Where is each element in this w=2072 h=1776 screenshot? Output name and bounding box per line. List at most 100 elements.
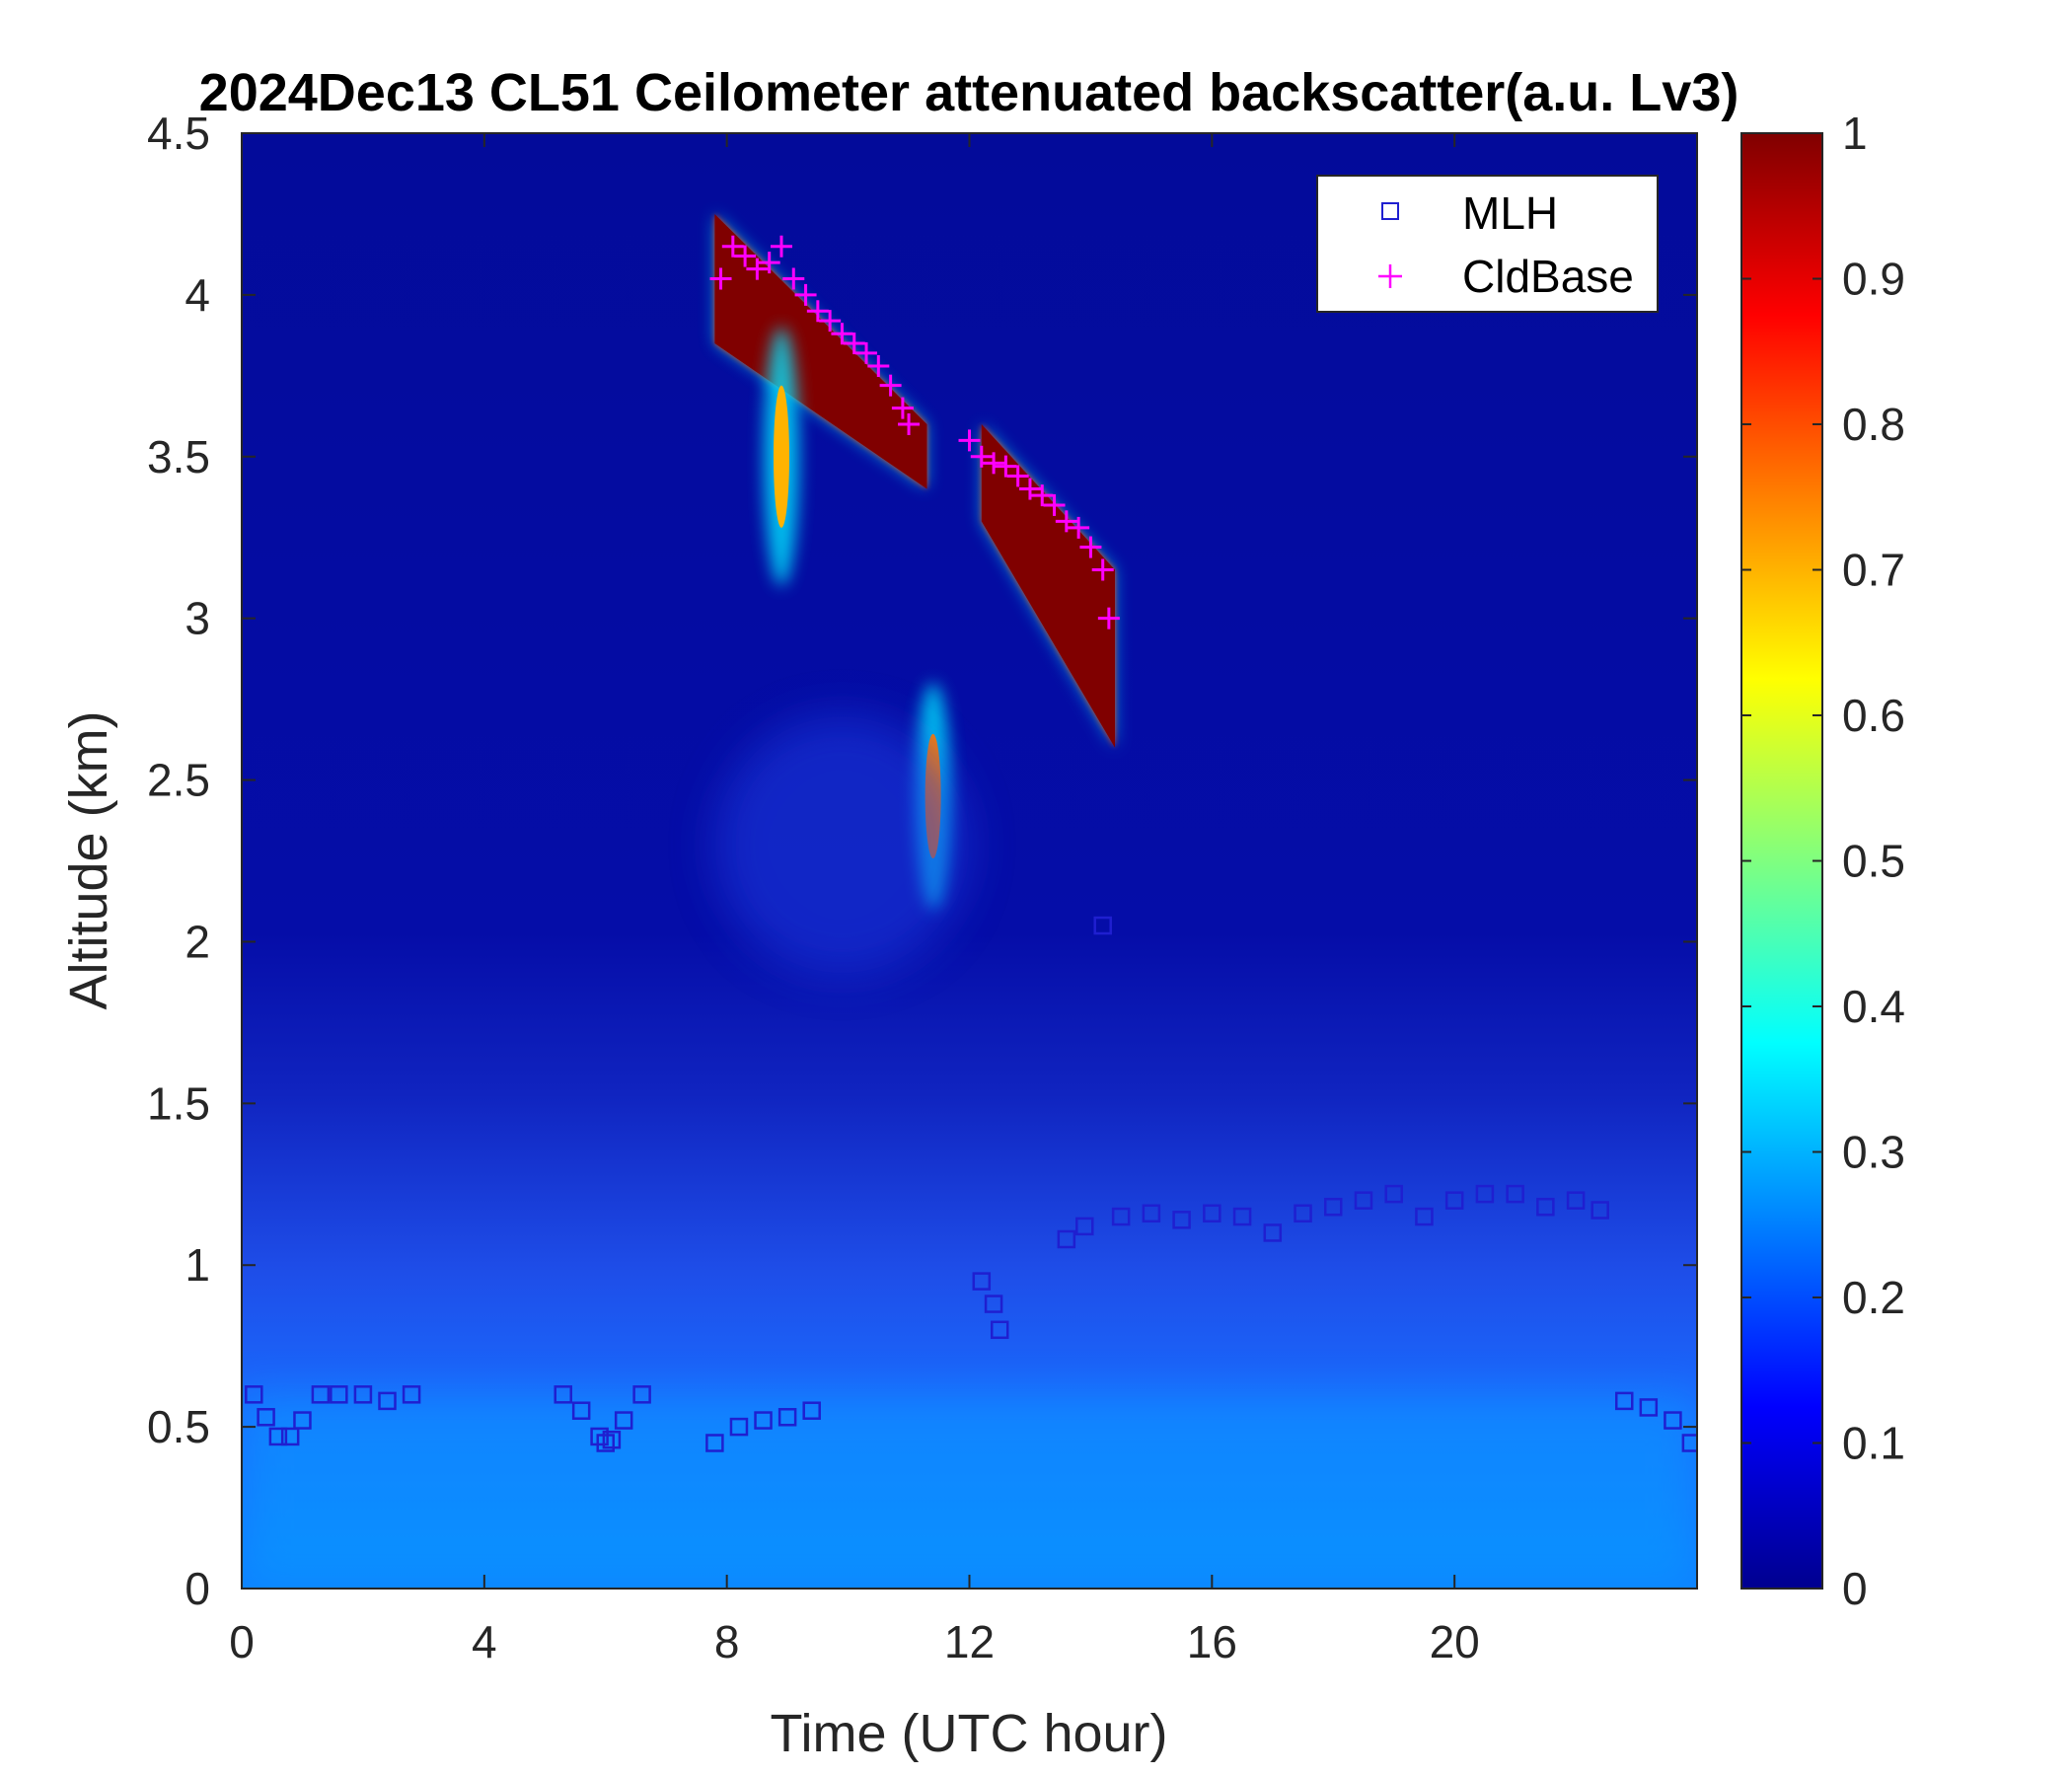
- mlh-point: [311, 1385, 331, 1404]
- mlh-point: [990, 1320, 1009, 1340]
- cldbase-point: [983, 452, 1005, 475]
- cldbase-point: [721, 235, 744, 258]
- cldbase-point: [831, 323, 853, 345]
- cldbase-point: [1018, 478, 1041, 500]
- cloud-core: [714, 213, 927, 489]
- cldbase-point: [758, 252, 780, 274]
- colorbar-tick-label: 0.1: [1842, 1418, 1905, 1469]
- cldbase-point: [806, 300, 829, 323]
- cldbase-point: [709, 267, 732, 290]
- mlh-point: [1444, 1191, 1464, 1210]
- cldbase-point: [1097, 607, 1120, 629]
- y-tick-label: 3.5: [147, 431, 210, 482]
- y-tick-label: 4: [185, 269, 210, 321]
- mlh-point: [596, 1434, 615, 1452]
- colorbar-tick-label: 0.4: [1842, 981, 1905, 1032]
- y-tick-label: 3: [185, 593, 210, 644]
- colorbar-tick-label: 0.5: [1842, 836, 1905, 887]
- colorbar-tick-label: 0.2: [1842, 1272, 1905, 1323]
- cldbase-point: [843, 333, 865, 355]
- mlh-point: [984, 1295, 1003, 1313]
- mlh-point: [1639, 1398, 1659, 1417]
- mlh-point: [777, 1408, 797, 1427]
- colorbar-tick-label: 0.8: [1842, 399, 1905, 450]
- legend-mlh-marker: [1381, 202, 1399, 220]
- mlh-point: [1232, 1207, 1252, 1226]
- mlh-point: [1203, 1204, 1221, 1223]
- legend: MLH CldBase: [1316, 175, 1659, 313]
- cldbase-point: [891, 397, 914, 419]
- legend-cldbase-label: CldBase: [1462, 251, 1634, 302]
- chart-title: 2024Dec13 CL51 Ceilometer attenuated bac…: [199, 63, 1739, 122]
- x-tick-label: 4: [472, 1616, 497, 1667]
- y-tick-label: 0: [185, 1563, 210, 1614]
- plot-area: [242, 133, 1697, 1589]
- mlh-point: [1142, 1204, 1161, 1223]
- mlh-point: [402, 1385, 421, 1404]
- cldbase-point: [898, 413, 921, 435]
- y-tick-label: 1.5: [147, 1077, 210, 1129]
- cldbase-point: [1079, 536, 1102, 558]
- colorbar-tick-label: 0.7: [1842, 545, 1905, 596]
- cldbase-point: [1043, 493, 1066, 516]
- x-axis-label: Time (UTC hour): [770, 1704, 1167, 1763]
- mlh-point: [1093, 916, 1112, 935]
- cldbase-point: [970, 445, 993, 468]
- feature-layer: [242, 213, 1697, 1589]
- mlh-point: [802, 1401, 821, 1420]
- legend-mlh-label: MLH: [1462, 187, 1558, 239]
- colorbar-ticks: 0 0.1 0.2 0.3 0.4 0.5 0.6 0.7 0.8 0.9 1: [1741, 108, 1905, 1614]
- y-tick-label: 2.5: [147, 755, 210, 806]
- mlh-point: [353, 1385, 373, 1404]
- mlh-point: [1615, 1391, 1634, 1411]
- colorbar-tick-label: 0.9: [1842, 254, 1905, 305]
- mlh-point: [972, 1272, 992, 1291]
- mlh-point: [1681, 1434, 1697, 1452]
- cldbase-point: [794, 283, 817, 306]
- colorbar-tick-label: 0.6: [1842, 690, 1905, 741]
- x-tick-label: 16: [1187, 1616, 1237, 1667]
- cloud-core: [981, 424, 1115, 748]
- mlh-point: [602, 1430, 622, 1449]
- mlh-point: [1591, 1201, 1609, 1220]
- precip-streak: [773, 385, 789, 528]
- mlh-point: [1415, 1207, 1434, 1226]
- mlh-point: [1111, 1207, 1131, 1226]
- mlh-point: [245, 1385, 263, 1404]
- mlh-point: [280, 1427, 300, 1446]
- cldbase-point: [995, 455, 1017, 478]
- cldbase-point: [782, 267, 805, 290]
- x-tick-label: 12: [944, 1616, 995, 1667]
- colorbar-tick-label: 0: [1842, 1563, 1868, 1614]
- cldbase-point: [1068, 516, 1090, 539]
- mlh-point: [1075, 1217, 1094, 1236]
- mlh-point: [1506, 1184, 1524, 1204]
- mlh-point: [1057, 1229, 1076, 1249]
- mlh-point: [754, 1411, 773, 1430]
- mlh-point: [330, 1385, 348, 1404]
- cldbase-point: [879, 374, 902, 397]
- legend-box: [1316, 175, 1659, 313]
- surface-aerosol-layer: [242, 1394, 1697, 1589]
- mlh-point: [257, 1408, 275, 1427]
- cldbase-point: [1091, 558, 1114, 581]
- y-tick-label: 4.5: [147, 108, 210, 159]
- y-tick-label: 1: [185, 1239, 210, 1291]
- cldbase-point: [819, 310, 842, 333]
- cldbase-point: [855, 341, 878, 364]
- mlh-point: [268, 1427, 288, 1446]
- mlh-point: [571, 1401, 591, 1420]
- mlh-point: [293, 1411, 312, 1430]
- cldbase-point: [1055, 510, 1077, 533]
- mlh-point: [554, 1385, 572, 1404]
- colorbar-tick-label: 1: [1842, 108, 1868, 159]
- mlh-point: [1294, 1204, 1312, 1223]
- mlh-point: [1664, 1411, 1682, 1430]
- x-tick-label: 8: [714, 1616, 740, 1667]
- backscatter-field: [242, 133, 1697, 1589]
- y-axis: 0 0.5 1 1.5 2 2.5 3 3.5 4 4.5: [147, 108, 1697, 1614]
- mlh-point: [614, 1411, 633, 1430]
- mlh-point: [590, 1427, 609, 1446]
- mlh-point: [632, 1385, 651, 1404]
